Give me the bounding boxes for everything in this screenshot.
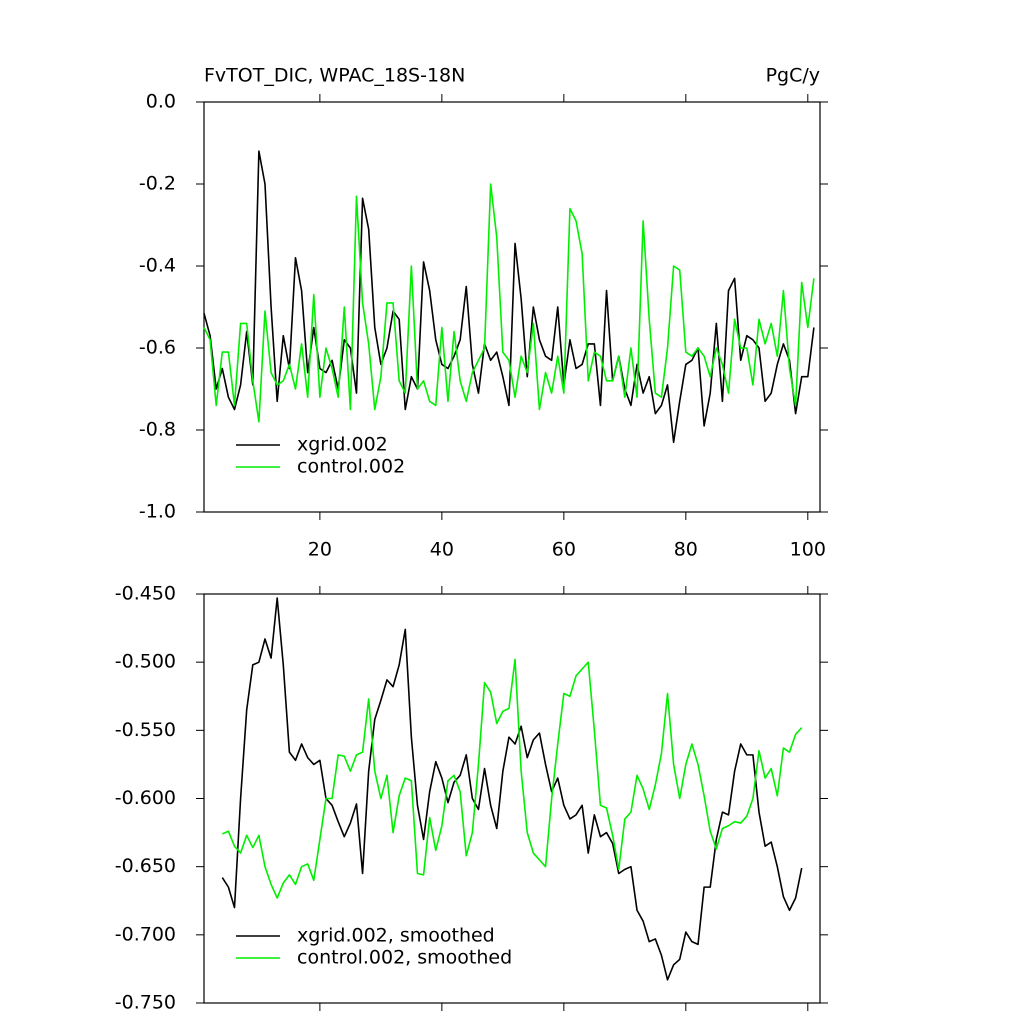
y-tick-label: -0.2 bbox=[139, 173, 176, 195]
series-line bbox=[221, 658, 803, 899]
legend-label: control.002, smoothed bbox=[297, 947, 512, 969]
y-tick-label: -1.0 bbox=[139, 501, 176, 523]
plot-frame bbox=[203, 101, 821, 513]
y-tick-label: -0.8 bbox=[139, 419, 176, 441]
legend-label: xgrid.002, smoothed bbox=[297, 925, 495, 947]
legend-label: xgrid.002 bbox=[297, 434, 388, 456]
series-line bbox=[203, 183, 815, 423]
units-label: PgC/y bbox=[766, 65, 820, 87]
series-line bbox=[203, 150, 815, 444]
chart-title: FvTOT_DIC, WPAC_18S-18N bbox=[204, 65, 465, 87]
x-tick-label: 80 bbox=[674, 539, 698, 561]
y-tick-label: -0.4 bbox=[139, 255, 176, 277]
y-tick-label: -0.650 bbox=[115, 855, 176, 877]
legend-label: control.002 bbox=[297, 456, 405, 478]
y-tick-label: -0.550 bbox=[115, 719, 176, 741]
x-tick-label: 100 bbox=[790, 539, 826, 561]
series-line bbox=[221, 597, 803, 981]
x-tick-label: 20 bbox=[308, 539, 332, 561]
y-tick-label: -0.600 bbox=[115, 787, 176, 809]
x-tick-label: 60 bbox=[552, 539, 576, 561]
y-tick-label: -0.500 bbox=[115, 651, 176, 673]
y-tick-label: -0.450 bbox=[115, 583, 176, 605]
y-tick-label: -0.750 bbox=[115, 992, 176, 1014]
x-tick-label: 40 bbox=[430, 539, 454, 561]
y-tick-label: 0.0 bbox=[146, 91, 176, 113]
y-tick-label: -0.700 bbox=[115, 923, 176, 945]
y-tick-label: -0.6 bbox=[139, 337, 176, 359]
